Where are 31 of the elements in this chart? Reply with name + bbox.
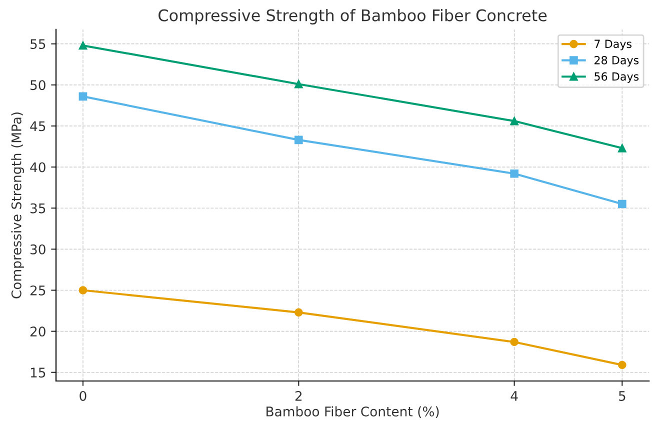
point [618, 200, 626, 208]
legend-label: 56 Days [594, 72, 639, 83]
point [294, 80, 303, 88]
x-tick-label: 0 [80, 390, 86, 401]
legend-label: 28 Days [594, 56, 639, 67]
y-tick-label: 35 [30, 203, 46, 214]
x-axis-title: Bamboo Fiber Content (%) [266, 406, 439, 418]
point [618, 144, 626, 152]
point [510, 116, 518, 126]
y-tick-label: 20 [30, 326, 46, 337]
y-axis-title: Compressive Strength (MPa) [11, 112, 24, 298]
point [618, 360, 626, 370]
point [78, 92, 88, 101]
point [294, 136, 303, 144]
y-tick-label: 30 [30, 244, 46, 254]
point [510, 169, 518, 178]
point [510, 338, 518, 346]
y-tick-label: 40 [30, 162, 46, 172]
x-tick-label: 2 [295, 390, 302, 401]
y-tick-label: 25 [30, 285, 46, 296]
chart-title: Compressive Strength of Bamboo Fiber Concrete [158, 9, 547, 24]
x-tick-label: 4 [510, 391, 518, 401]
legend-label: 7 Days [594, 40, 632, 50]
y-tick-label: 15 [30, 368, 46, 378]
point [78, 41, 88, 50]
point [294, 308, 303, 317]
y-tick-label: 50 [30, 80, 46, 90]
y-tick-label: 45 [30, 121, 46, 132]
y-tick-label: 55 [30, 39, 46, 50]
point [78, 286, 88, 294]
x-tick-label: 5 [618, 391, 626, 401]
